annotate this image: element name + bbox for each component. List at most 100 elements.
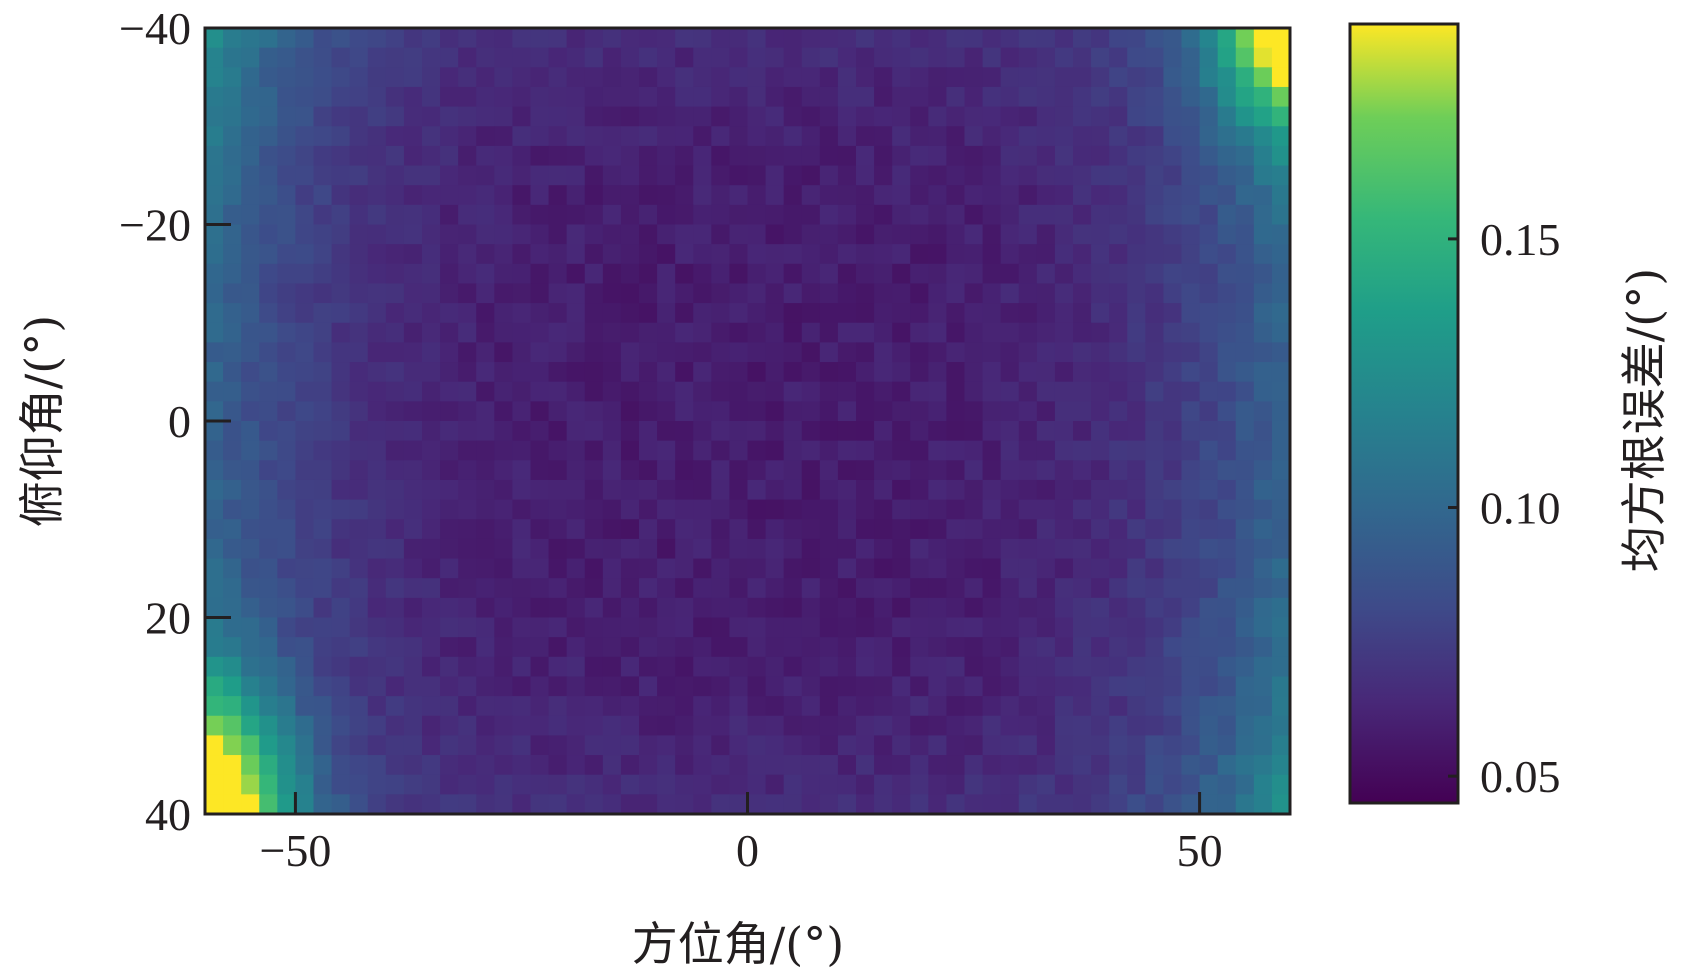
heatmap-cell	[422, 597, 441, 619]
heatmap-cell	[675, 479, 694, 501]
heatmap-cell	[530, 519, 550, 540]
heatmap-cell	[313, 28, 333, 49]
heatmap-cell	[458, 283, 477, 304]
heatmap-cell	[385, 303, 405, 324]
heatmap-cell	[801, 28, 821, 49]
heatmap-cell	[1109, 204, 1128, 226]
heatmap-cell	[1253, 617, 1273, 638]
heatmap-cell	[856, 47, 875, 68]
heatmap-cell	[1091, 303, 1110, 324]
heatmap-cell	[874, 263, 893, 285]
heatmap-cell	[223, 106, 242, 127]
heatmap-cell	[548, 538, 568, 560]
heatmap-cell	[494, 165, 514, 186]
heatmap-cell	[1091, 224, 1110, 245]
heatmap-cell	[1235, 440, 1255, 461]
heatmap-cell	[874, 204, 893, 226]
heatmap-cell	[331, 244, 351, 265]
heatmap-cell	[747, 676, 767, 697]
heatmap-cell	[1163, 715, 1183, 736]
heatmap-cell	[458, 794, 477, 815]
heatmap-cell	[1181, 538, 1201, 560]
heatmap-cell	[711, 578, 731, 599]
heatmap-cell	[313, 362, 333, 383]
heatmap-cell	[1145, 185, 1165, 206]
heatmap-cell	[385, 322, 405, 343]
heatmap-cell	[512, 106, 532, 127]
heatmap-cell	[1054, 381, 1074, 402]
heatmap-cell	[458, 106, 477, 127]
heatmap-cell	[512, 735, 532, 756]
heatmap-cell	[277, 519, 297, 540]
heatmap-cell	[602, 67, 622, 88]
heatmap-cell	[856, 342, 875, 363]
heatmap-cell	[584, 224, 604, 245]
heatmap-cell	[874, 715, 893, 736]
heatmap-cell	[1199, 656, 1219, 678]
heatmap-cell	[422, 479, 441, 501]
heatmap-cell	[367, 499, 387, 520]
heatmap-cell	[711, 656, 731, 678]
heatmap-cell	[874, 322, 893, 343]
heatmap-cell	[512, 538, 532, 560]
heatmap-cell	[675, 774, 694, 795]
heatmap-cell	[765, 204, 785, 226]
heatmap-cell	[765, 185, 785, 206]
heatmap-cell	[657, 676, 676, 697]
heatmap-cell	[1253, 656, 1273, 678]
heatmap-cell	[1091, 263, 1110, 285]
heatmap-cell	[1217, 303, 1237, 324]
heatmap-cell	[639, 106, 658, 127]
heatmap-cell	[874, 381, 893, 402]
heatmap-cell	[295, 676, 315, 697]
heatmap-cell	[856, 204, 875, 226]
heatmap-cell	[259, 774, 278, 795]
heatmap-cell	[367, 735, 387, 756]
heatmap-cell	[1181, 479, 1201, 501]
heatmap-cell	[1018, 106, 1038, 127]
heatmap-cell	[765, 126, 785, 147]
heatmap-cell	[1000, 28, 1020, 49]
heatmap-cell	[819, 204, 839, 226]
heatmap-cell	[584, 755, 604, 776]
heatmap-cell	[584, 165, 604, 186]
heatmap-cell	[566, 440, 586, 461]
heatmap-cell	[349, 715, 369, 736]
heatmap-cell	[1145, 67, 1165, 88]
heatmap-cell	[856, 794, 875, 815]
heatmap-cell	[928, 322, 948, 343]
heatmap-cell	[530, 165, 550, 186]
heatmap-cell	[1091, 342, 1110, 363]
heatmap-cell	[1235, 86, 1255, 108]
heatmap-cell	[1235, 558, 1255, 579]
heatmap-cell	[892, 342, 911, 363]
heatmap-cell	[874, 185, 893, 206]
heatmap-cell	[313, 126, 333, 147]
heatmap-cell	[295, 263, 315, 285]
heatmap-cell	[892, 67, 911, 88]
heatmap-cell	[476, 322, 495, 343]
heatmap-cell	[1054, 283, 1074, 304]
heatmap-cell	[440, 519, 459, 540]
heatmap-cell	[422, 676, 441, 697]
heatmap-cell	[819, 381, 839, 402]
heatmap-cell	[530, 244, 550, 265]
heatmap-cell	[874, 303, 893, 324]
heatmap-cell	[1253, 558, 1273, 579]
heatmap-cell	[892, 421, 911, 442]
heatmap-cell	[602, 735, 622, 756]
heatmap-cell	[1181, 28, 1201, 49]
heatmap-cell	[639, 362, 658, 383]
heatmap-cell	[1145, 578, 1165, 599]
heatmap-cell	[241, 28, 260, 49]
heatmap-cell	[1073, 656, 1092, 678]
heatmap-cell	[837, 499, 857, 520]
heatmap-cell	[458, 126, 477, 147]
heatmap-cell	[1000, 322, 1020, 343]
heatmap-cell	[765, 381, 785, 402]
heatmap-cell	[1145, 47, 1165, 68]
heatmap-cell	[1217, 597, 1237, 619]
heatmap-cell	[837, 637, 857, 658]
heatmap-cell	[1054, 224, 1074, 245]
heatmap-cell	[205, 224, 224, 245]
